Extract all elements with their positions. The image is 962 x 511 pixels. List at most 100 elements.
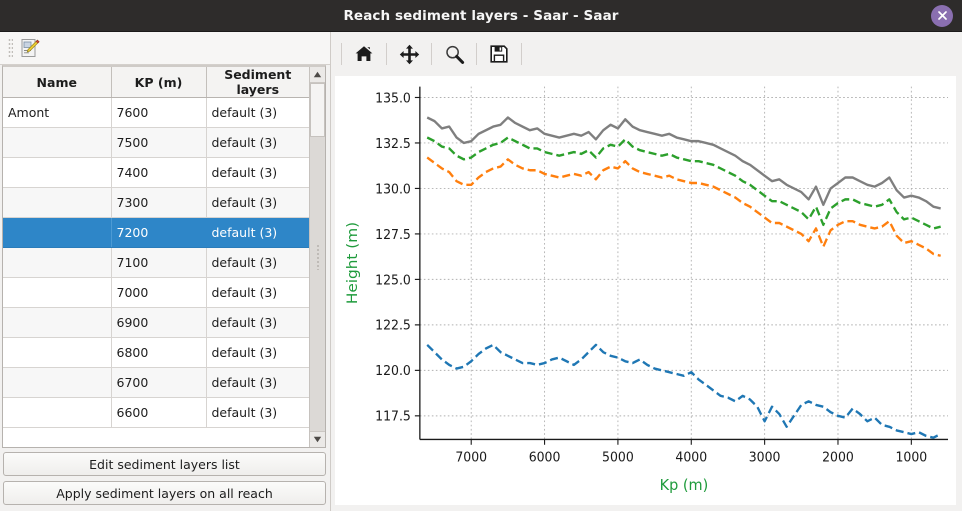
scroll-track[interactable] — [310, 83, 325, 431]
table-row[interactable]: 7300 default (3) — [3, 187, 309, 218]
home-button[interactable] — [346, 38, 382, 70]
cell-kp[interactable]: 6700 — [111, 367, 207, 398]
cell-kp[interactable]: 7200 — [111, 217, 207, 248]
cell-kp[interactable]: 6600 — [111, 397, 207, 428]
cell-name[interactable] — [3, 397, 112, 428]
x-tick-label: 3000 — [749, 450, 781, 465]
pan-button[interactable] — [391, 38, 427, 70]
cell-kp[interactable]: 7600 — [111, 97, 207, 128]
left-toolbar — [0, 32, 330, 65]
cell-sediment[interactable]: default (3) — [206, 217, 309, 248]
chart-svg: 117.5 120.0 122.5 125.0 127.5 130.0 132.5 135.0… — [335, 76, 956, 505]
scroll-thumb[interactable] — [310, 83, 325, 137]
chart-line-sediment-layer-2 — [426, 156, 941, 257]
column-header-kp[interactable]: KP (m) — [111, 67, 207, 98]
cell-name[interactable]: Amont — [3, 97, 112, 128]
cell-name[interactable] — [3, 307, 112, 338]
column-header-sediment[interactable]: Sediment layers — [206, 67, 309, 98]
cell-sediment[interactable]: default (3) — [206, 97, 309, 128]
save-button[interactable] — [481, 38, 517, 70]
table-row[interactable]: 6700 default (3) — [3, 367, 309, 398]
cell-sediment[interactable]: default (3) — [206, 187, 309, 218]
y-tick-label: 135.0 — [375, 91, 411, 106]
left-panel-buttons: Edit sediment layers list Apply sediment… — [0, 448, 330, 511]
table-row[interactable]: 7000 default (3) — [3, 277, 309, 308]
cell-sediment[interactable]: default (3) — [206, 277, 309, 308]
toolbar-separator — [521, 43, 522, 65]
close-icon — [937, 11, 947, 20]
x-tick-label: 1000 — [895, 450, 927, 465]
cell-name[interactable] — [3, 157, 112, 188]
left-panel: Name KP (m) Sediment layers Amont 7600 def… — [0, 32, 330, 511]
y-tick-label: 127.5 — [375, 227, 411, 242]
move-icon — [399, 44, 419, 64]
cell-kp[interactable]: 7500 — [111, 127, 207, 158]
table-row[interactable]: 6800 default (3) — [3, 337, 309, 368]
cell-kp[interactable]: 7300 — [111, 187, 207, 218]
table-row[interactable]: 7500 default (3) — [3, 127, 309, 158]
chart-line-terrain-surface — [426, 116, 941, 210]
y-tick-label: 117.5 — [375, 409, 411, 424]
cell-sediment[interactable]: default (3) — [206, 367, 309, 398]
x-tick-label: 6000 — [529, 450, 561, 465]
cell-sediment[interactable]: default (3) — [206, 127, 309, 158]
scroll-up-button[interactable] — [310, 67, 325, 83]
home-icon — [355, 46, 373, 61]
cell-name[interactable] — [3, 217, 112, 248]
toolbar-drag-handle[interactable] — [8, 38, 13, 58]
plot-panel: 117.5 120.0 122.5 125.0 127.5 130.0 132.5 135.0… — [330, 32, 962, 511]
toolbar-separator — [476, 43, 477, 65]
table-row[interactable]: Amont 7600 default (3) — [3, 97, 309, 128]
zoom-button[interactable] — [436, 38, 472, 70]
table-row[interactable]: 7400 default (3) — [3, 157, 309, 188]
close-button[interactable] — [931, 4, 953, 27]
column-header-name[interactable]: Name — [3, 67, 112, 98]
table-row[interactable]: 6900 default (3) — [3, 307, 309, 338]
y-tick-label: 132.5 — [375, 137, 411, 152]
title-bar: Reach sediment layers - Saar - Saar — [0, 0, 962, 32]
cell-name[interactable] — [3, 277, 112, 308]
scroll-grip — [316, 244, 319, 270]
cell-sediment[interactable]: default (3) — [206, 247, 309, 278]
apply-sediment-layers-button[interactable]: Apply sediment layers on all reach — [3, 481, 326, 505]
toolbar-separator — [431, 43, 432, 65]
cell-sediment[interactable]: default (3) — [206, 337, 309, 368]
table-row[interactable]: 7200 default (3) — [3, 217, 309, 248]
table-vertical-scrollbar[interactable] — [309, 67, 325, 447]
x-tick-label: 2000 — [822, 450, 854, 465]
cell-sediment[interactable]: default (3) — [206, 157, 309, 188]
zoom-icon — [445, 45, 464, 64]
chevron-down-icon — [313, 436, 322, 443]
chart-axes — [419, 86, 949, 441]
edit-sediment-button[interactable] — [16, 34, 44, 62]
table-scroll-area[interactable]: Name KP (m) Sediment layers Amont 7600 def… — [3, 67, 309, 447]
cell-name[interactable] — [3, 367, 112, 398]
sediment-layers-table: Name KP (m) Sediment layers Amont 7600 def… — [2, 65, 326, 448]
cell-name[interactable] — [3, 187, 112, 218]
cell-kp[interactable]: 7000 — [111, 277, 207, 308]
cell-sediment[interactable]: default (3) — [206, 307, 309, 338]
x-tick-label: 5000 — [602, 450, 634, 465]
y-axis-label: Height (m) — [343, 222, 360, 304]
table-row[interactable]: 6600 default (3) — [3, 397, 309, 428]
cell-kp[interactable]: 7400 — [111, 157, 207, 188]
table-row[interactable]: 7100 default (3) — [3, 247, 309, 278]
cell-kp[interactable]: 6800 — [111, 337, 207, 368]
cell-name[interactable] — [3, 247, 112, 278]
y-tick-label: 122.5 — [375, 318, 411, 333]
chart-tick-marks — [414, 96, 912, 445]
cell-name[interactable] — [3, 127, 112, 158]
x-tick-label: 4000 — [675, 450, 707, 465]
chart-labels: 117.5 120.0 122.5 125.0 127.5 130.0 132.5 135.0… — [343, 91, 927, 494]
y-tick-label: 125.0 — [375, 273, 411, 288]
cell-name[interactable] — [3, 337, 112, 368]
edit-sediment-layers-list-button[interactable]: Edit sediment layers list — [3, 452, 326, 476]
cell-sediment[interactable]: default (3) — [206, 397, 309, 428]
chart-gridlines — [419, 86, 949, 440]
cell-kp[interactable]: 7100 — [111, 247, 207, 278]
scroll-down-button[interactable] — [310, 431, 325, 447]
plot-canvas[interactable]: 117.5 120.0 122.5 125.0 127.5 130.0 132.5 135.0… — [335, 76, 956, 505]
table-grid: Name KP (m) Sediment layers Amont 7600 def… — [3, 67, 309, 428]
cell-kp[interactable]: 6900 — [111, 307, 207, 338]
